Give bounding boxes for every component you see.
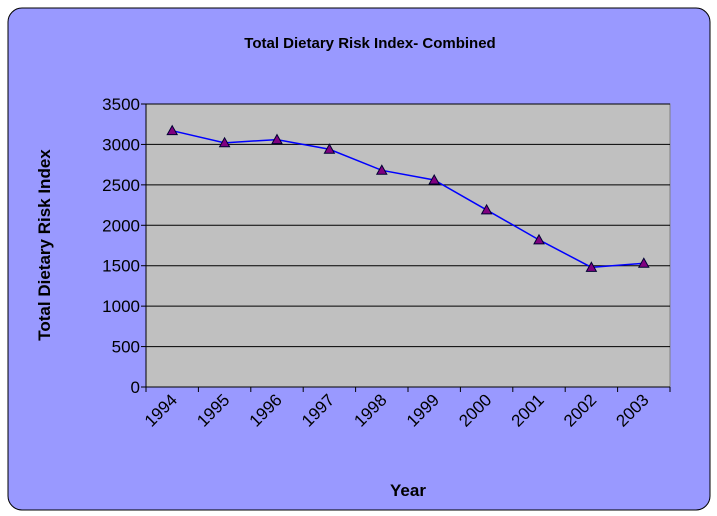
y-tick-label: 500 <box>112 338 140 357</box>
y-tick-label: 1000 <box>102 297 140 316</box>
data-point <box>218 136 231 148</box>
data-point <box>428 173 441 185</box>
data-point <box>585 261 598 272</box>
y-tick-label: 2500 <box>102 176 140 195</box>
y-tick-label: 2000 <box>102 216 140 235</box>
y-tick-label: 1500 <box>102 257 140 276</box>
x-axis-label: Year <box>390 481 426 500</box>
y-axis-label: Total Dietary Risk Index <box>35 149 54 341</box>
data-point <box>533 233 545 245</box>
data-point <box>480 203 493 215</box>
plot-area <box>145 103 671 388</box>
data-point <box>637 257 650 268</box>
y-tick-label: 3000 <box>102 135 140 154</box>
data-point <box>375 164 388 175</box>
series-line <box>172 129 644 269</box>
chart-title: Total Dietary Risk Index- Combined <box>244 35 495 52</box>
data-point <box>166 124 179 136</box>
data-point <box>323 143 336 154</box>
data-point <box>271 133 283 145</box>
y-tick-label: 3500 <box>102 95 140 114</box>
y-tick-label: 0 <box>131 378 140 397</box>
